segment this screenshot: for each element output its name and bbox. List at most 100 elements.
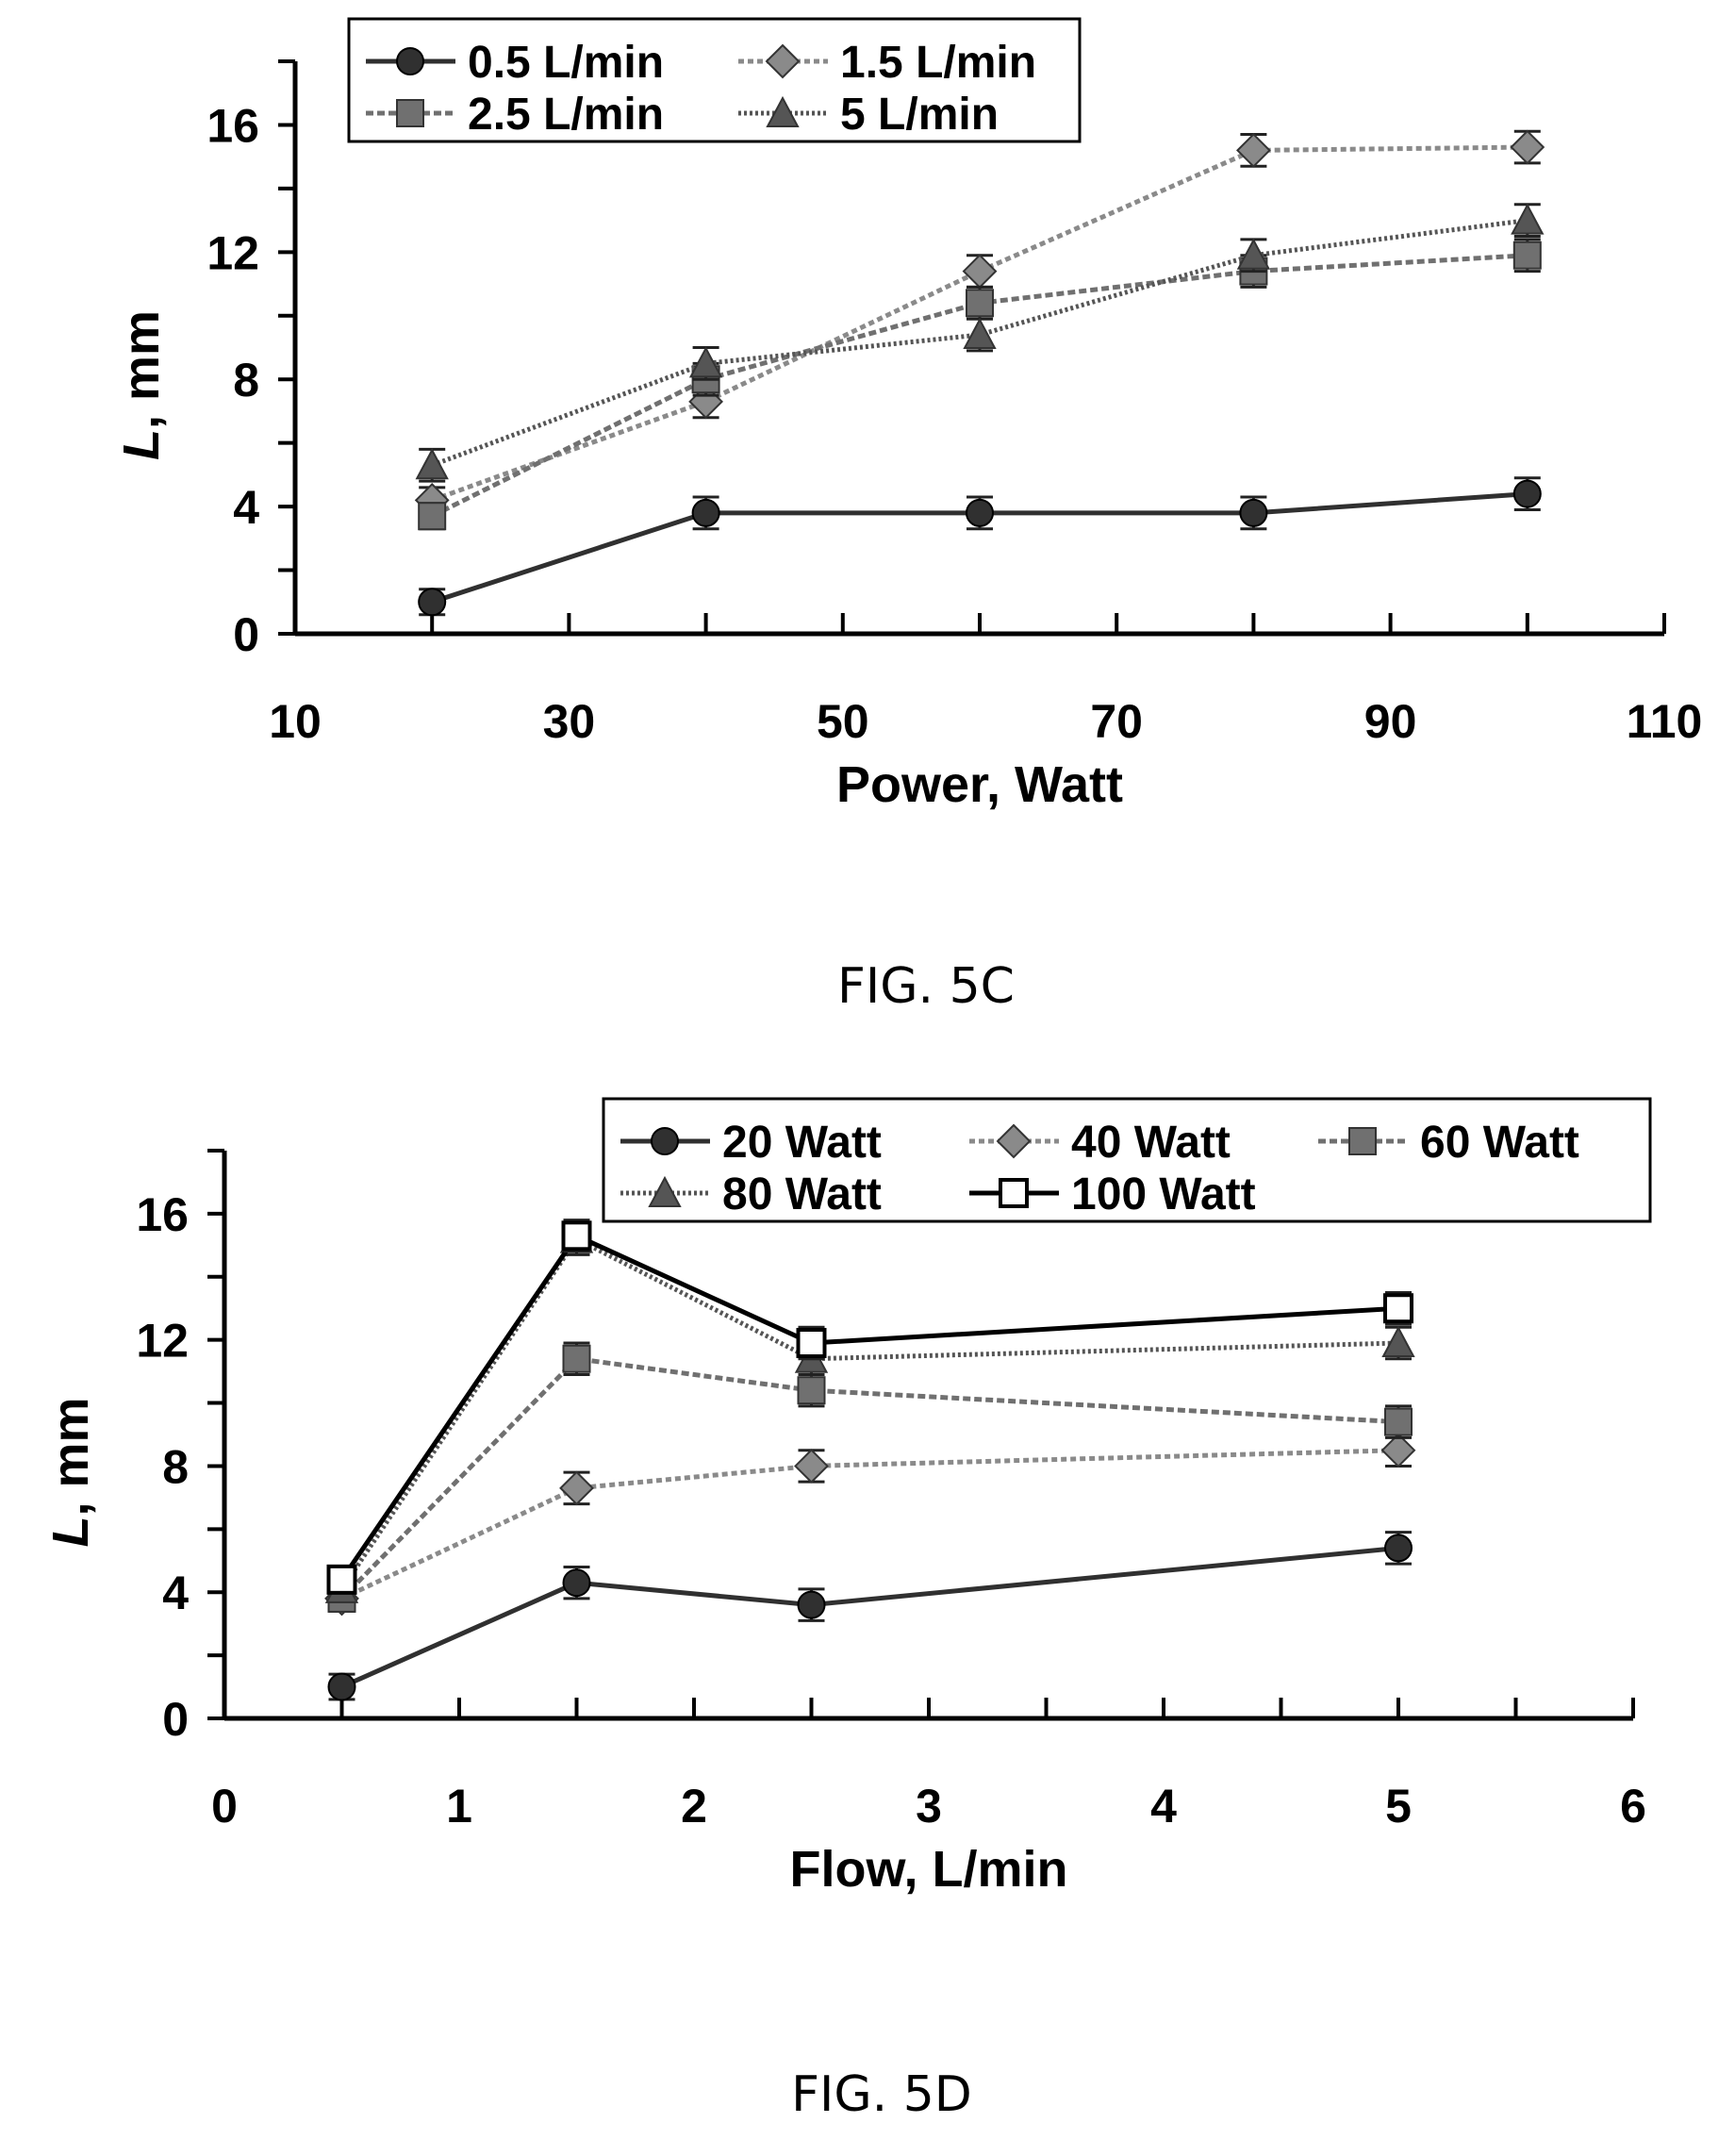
legend-marker [1348, 1127, 1377, 1155]
data-point [559, 1470, 594, 1506]
legend-label: 40 Watt [1071, 1118, 1231, 1168]
legend-item: 40 Watt [969, 1118, 1231, 1168]
legend-label: 80 Watt [722, 1169, 882, 1219]
data-point [562, 1568, 591, 1598]
data-point [796, 1328, 827, 1359]
data-point [1383, 1293, 1413, 1324]
legend-marker [396, 99, 424, 127]
series-4 [326, 1219, 1413, 1595]
x-tick-label: 1 [446, 1780, 472, 1833]
legend-label: 0.5 L/min [468, 38, 664, 88]
y-axis-title: L, mm [42, 1397, 99, 1547]
data-point [966, 289, 994, 318]
x-tick-label: 10 [269, 695, 322, 748]
legend-item: 20 Watt [620, 1118, 882, 1168]
data-point [1239, 498, 1268, 527]
x-tick-label: 3 [916, 1780, 942, 1833]
series-line [339, 1236, 1399, 1591]
series-2 [327, 1341, 1413, 1613]
data-point [1236, 238, 1271, 270]
data-point [562, 1344, 591, 1373]
legend: 0.5 L/min 1.5 L/min 2.5 L/min 5 L/min [347, 17, 1082, 143]
data-point [415, 448, 449, 480]
series-0 [418, 476, 1542, 617]
x-tick-label: 70 [1090, 695, 1143, 748]
legend-label: 2.5 L/min [468, 90, 664, 140]
x-axis-title: Flow, L/min [790, 1841, 1068, 1898]
x-tick-label: 2 [681, 1780, 707, 1833]
legend-label: 1.5 L/min [840, 38, 1036, 88]
y-tick-label: 16 [136, 1188, 189, 1241]
y-tick-label: 4 [233, 481, 259, 534]
data-point [797, 1590, 826, 1619]
legend-item: 60 Watt [1318, 1118, 1579, 1168]
data-point [326, 1564, 357, 1595]
legend-box [347, 17, 1082, 143]
legend-marker [648, 1175, 682, 1207]
data-point [561, 1220, 592, 1252]
legend-marker [651, 1127, 679, 1155]
data-point [688, 346, 723, 378]
series-line [339, 1356, 1399, 1600]
data-point [327, 1672, 356, 1701]
data-point [1384, 1407, 1413, 1436]
data-point [418, 588, 447, 617]
data-point [963, 317, 997, 350]
data-point [797, 1376, 826, 1405]
y-tick-label: 12 [136, 1315, 189, 1368]
data-point [1510, 129, 1545, 165]
legend-box [602, 1097, 1652, 1223]
legend-item: 1.5 L/min [738, 38, 1036, 88]
legend-marker [996, 1123, 1032, 1159]
data-point [691, 498, 720, 527]
series-0 [327, 1531, 1413, 1701]
x-tick-label: 110 [1627, 695, 1703, 748]
series-line [339, 1233, 1399, 1582]
x-tick-label: 5 [1385, 1780, 1412, 1833]
y-tick-label: 8 [233, 354, 259, 406]
legend-item: 100 Watt [969, 1169, 1256, 1219]
y-tick-label: 12 [207, 226, 259, 279]
y-tick-label: 0 [233, 608, 259, 661]
legend-marker [765, 43, 801, 79]
y-tick-label: 4 [162, 1567, 189, 1619]
data-point [1381, 1325, 1415, 1358]
data-point [1235, 133, 1271, 168]
data-point [1384, 1534, 1413, 1563]
legend-label: 5 L/min [840, 90, 999, 140]
x-tick-label: 4 [1150, 1780, 1177, 1833]
data-point [962, 254, 998, 289]
chart-fig-5c: 0 4 8 12 16 10 30 50 70 90 110 Power, Watt L, mm 0.5 … [113, 17, 1703, 813]
legend-marker [766, 95, 800, 127]
legend-label: 20 Watt [722, 1118, 882, 1168]
data-point [418, 502, 447, 531]
legend-label: 100 Watt [1071, 1169, 1256, 1219]
data-point [1511, 203, 1545, 235]
x-tick-label: 50 [817, 695, 869, 748]
legend-marker [396, 47, 424, 75]
data-point [966, 498, 994, 527]
series-line [340, 1448, 1399, 1601]
legend-label: 60 Watt [1420, 1118, 1579, 1168]
y-tick-label: 0 [162, 1693, 189, 1746]
series-1 [324, 1433, 1416, 1617]
series-3 [415, 203, 1545, 483]
figure-caption-5c: FIG. 5C [837, 958, 1015, 1015]
figure-caption-5d: FIG. 5D [791, 2066, 972, 2123]
data-point [1512, 240, 1542, 270]
x-tick-label: 30 [543, 695, 596, 748]
data-point [794, 1449, 829, 1484]
x-axis-title: Power, Watt [836, 756, 1123, 813]
legend-item: 0.5 L/min [366, 38, 664, 88]
x-tick-label: 0 [211, 1780, 238, 1833]
legend-item: 2.5 L/min [366, 90, 664, 140]
data-point [1512, 479, 1542, 508]
x-tick-label: 6 [1620, 1780, 1646, 1833]
series-line [340, 1545, 1399, 1689]
y-tick-label: 8 [162, 1440, 189, 1493]
legend-item: 5 L/min [738, 90, 999, 140]
x-tick-label: 90 [1364, 695, 1417, 748]
legend: 20 Watt 40 Watt 60 Watt 80 Watt 100 Watt [602, 1097, 1652, 1223]
